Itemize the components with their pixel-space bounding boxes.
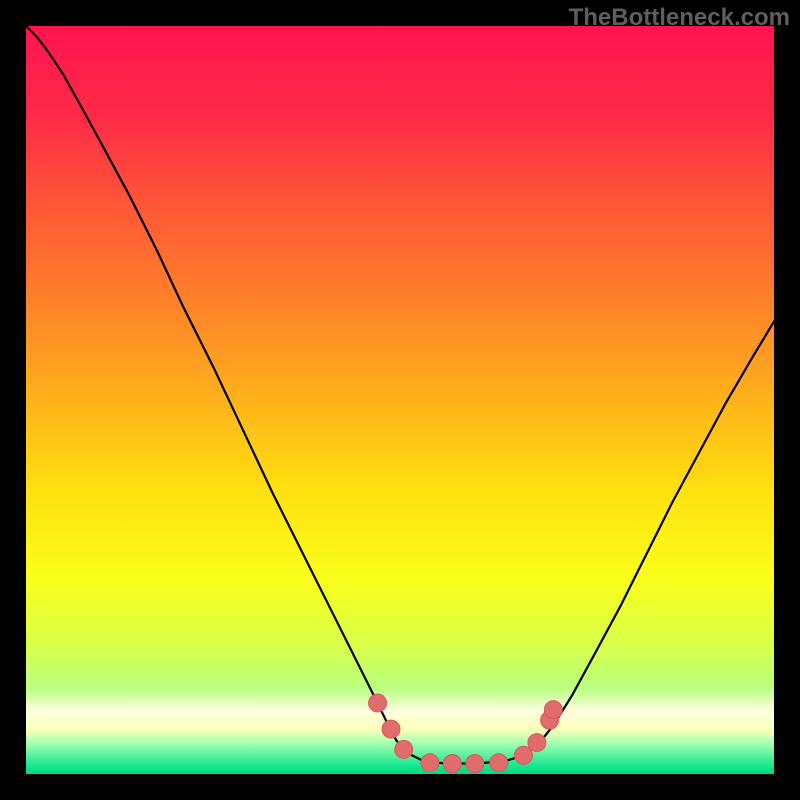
plot-area [26,26,774,774]
watermark-text: TheBottleneck.com [569,4,790,32]
curve-marker [443,755,461,773]
curve-marker [395,740,413,758]
curve-marker [466,755,484,773]
curve-marker [544,701,562,719]
gradient-background [26,26,774,774]
curve-marker [382,720,400,738]
curve-marker [421,754,439,772]
curve-marker [514,746,532,764]
curve-marker [528,734,546,752]
curve-marker [369,694,387,712]
bottleneck-chart [26,26,774,774]
curve-marker [490,754,508,772]
